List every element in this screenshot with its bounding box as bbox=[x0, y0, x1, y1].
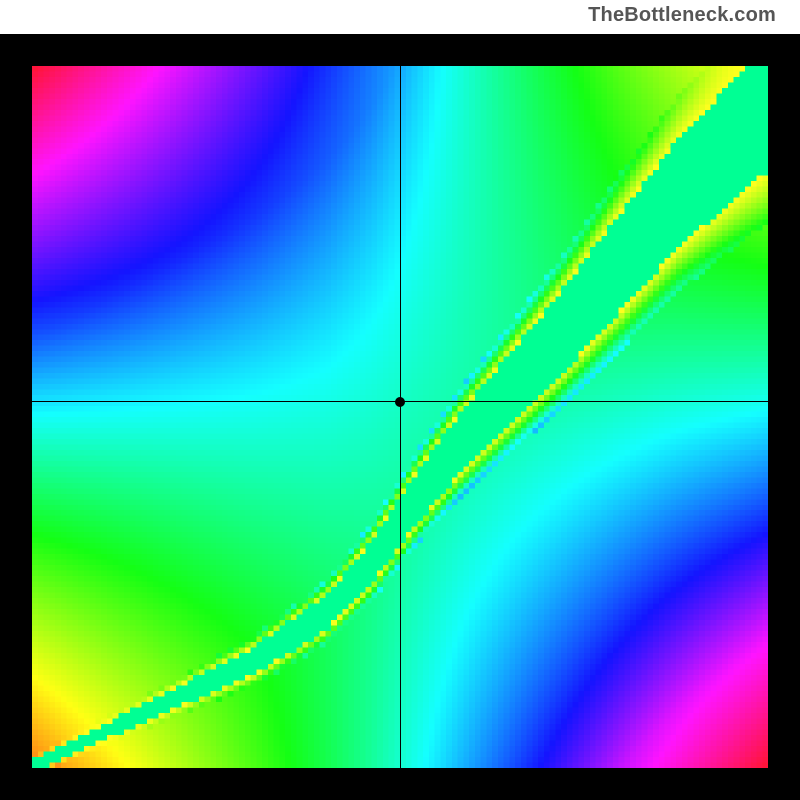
watermark-text: TheBottleneck.com bbox=[588, 4, 776, 27]
crosshair-marker bbox=[395, 397, 405, 407]
chart-black-frame bbox=[0, 34, 800, 800]
crosshair-vertical bbox=[400, 66, 401, 768]
chart-container: TheBottleneck.com bbox=[0, 0, 800, 800]
